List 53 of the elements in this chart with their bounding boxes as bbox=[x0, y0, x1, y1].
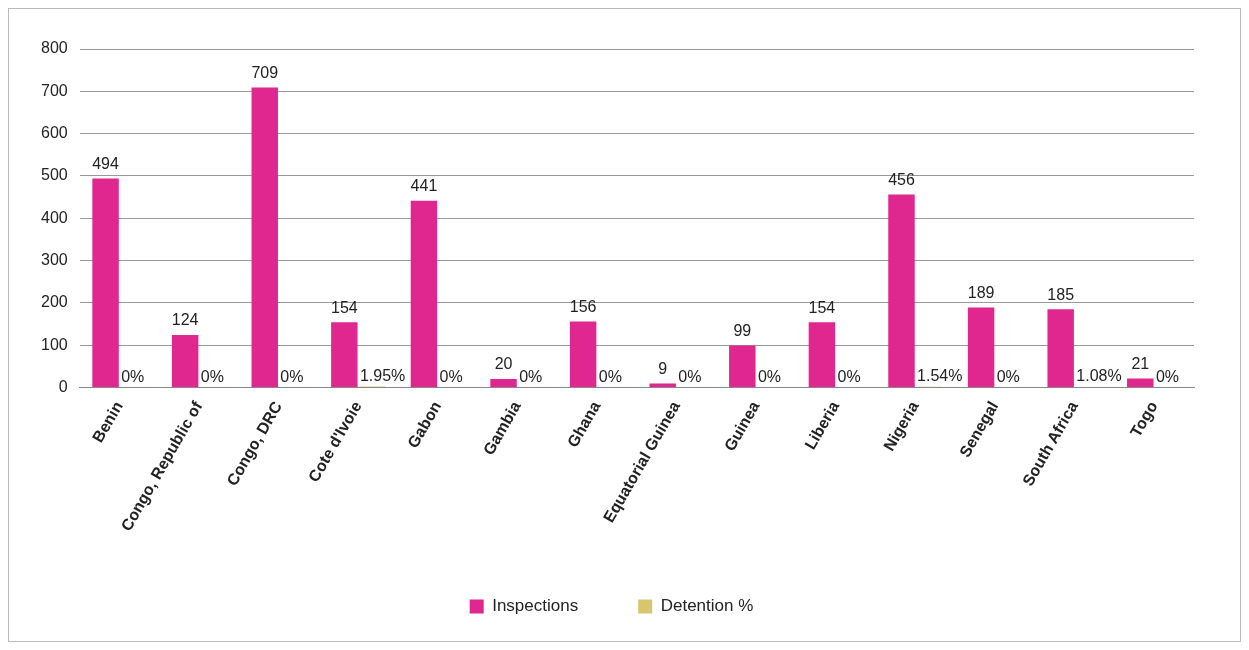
bar bbox=[331, 322, 358, 387]
bar bbox=[1127, 378, 1154, 387]
y-tick-label: 100 bbox=[40, 335, 68, 353]
bar bbox=[171, 334, 199, 387]
bar bbox=[967, 307, 995, 387]
bar bbox=[410, 200, 438, 387]
data-label: 20 bbox=[494, 355, 513, 373]
bar bbox=[251, 87, 278, 387]
data-label: 0% bbox=[996, 367, 1020, 385]
y-tick-label: 800 bbox=[40, 39, 68, 57]
data-label: 1.54% bbox=[917, 367, 963, 385]
data-label: 9 bbox=[658, 360, 668, 377]
y-tick-label: 500 bbox=[40, 166, 68, 184]
data-label: 494 bbox=[92, 154, 120, 172]
legend-label: Detention % bbox=[660, 596, 754, 616]
data-label: 154 bbox=[330, 298, 358, 316]
data-label: 1.08% bbox=[1076, 367, 1122, 385]
data-label: 185 bbox=[1047, 285, 1075, 303]
data-label: 21 bbox=[1131, 354, 1150, 372]
data-label: 709 bbox=[251, 63, 279, 81]
data-label: 0% bbox=[837, 367, 861, 385]
data-label: 0% bbox=[200, 367, 224, 385]
y-tick-label: 200 bbox=[40, 293, 68, 311]
data-label: 0% bbox=[280, 367, 304, 385]
bar bbox=[649, 383, 676, 387]
legend-label: Inspections bbox=[492, 596, 579, 616]
data-label: 189 bbox=[967, 283, 995, 301]
data-label: 0% bbox=[757, 367, 782, 385]
data-label: 0% bbox=[439, 367, 463, 385]
data-label: 0% bbox=[598, 367, 622, 385]
bar bbox=[808, 322, 836, 387]
bar bbox=[92, 178, 119, 387]
y-tick-label: 600 bbox=[40, 124, 68, 142]
bar bbox=[888, 194, 915, 387]
y-tick-label: 400 bbox=[40, 208, 68, 226]
bar bbox=[569, 321, 597, 387]
data-label: 0% bbox=[121, 367, 145, 385]
bar bbox=[1047, 309, 1074, 387]
data-label: 99 bbox=[733, 321, 752, 339]
data-label: 0% bbox=[1155, 367, 1180, 385]
data-label: 0% bbox=[678, 367, 702, 385]
data-label: 456 bbox=[888, 170, 915, 188]
y-tick-label: 700 bbox=[40, 81, 68, 99]
y-tick-label: 0 bbox=[58, 377, 68, 395]
y-tick-label: 300 bbox=[40, 250, 68, 268]
data-label: 0% bbox=[519, 367, 543, 385]
data-label: 441 bbox=[410, 177, 438, 195]
bar bbox=[729, 345, 756, 387]
data-label: 1.95% bbox=[359, 366, 406, 384]
data-label: 154 bbox=[808, 298, 836, 316]
data-label: 156 bbox=[569, 297, 597, 315]
data-label: 124 bbox=[171, 311, 199, 329]
bar bbox=[490, 378, 517, 387]
